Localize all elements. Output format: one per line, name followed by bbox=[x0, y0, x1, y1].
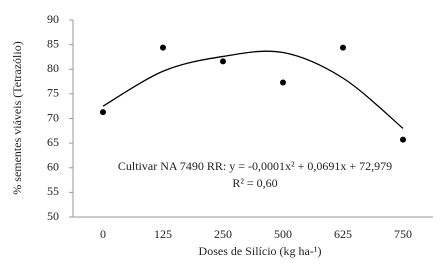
x-tick-label: 250 bbox=[214, 227, 232, 241]
y-tick-label: 80 bbox=[47, 61, 59, 75]
point bbox=[160, 44, 166, 51]
y-tick-label: 55 bbox=[47, 184, 59, 198]
y-tick-label: 75 bbox=[47, 86, 59, 100]
y-tick-label: 85 bbox=[47, 36, 59, 50]
annotation: Cultivar NA 7490 RR: y = -0,0001x² + 0,0… bbox=[118, 159, 392, 173]
annotation: R² = 0,60 bbox=[232, 176, 277, 190]
x-tick-label: 0 bbox=[100, 227, 106, 241]
point bbox=[280, 79, 286, 86]
point bbox=[400, 136, 406, 143]
x-tick-label: 125 bbox=[154, 227, 172, 241]
point bbox=[100, 109, 106, 116]
x-tick-label: 750 bbox=[394, 227, 412, 241]
x-tick-label: 625 bbox=[334, 227, 352, 241]
trend-line bbox=[102, 50, 404, 129]
y-axis-label: % sementes viáveis (Tetrazólio) bbox=[10, 41, 24, 194]
y-tick-label: 50 bbox=[47, 209, 59, 223]
point bbox=[340, 44, 346, 51]
y-tick-label: 90 bbox=[47, 12, 59, 26]
y-tick-label: 65 bbox=[47, 135, 59, 149]
y-tick-label: 60 bbox=[47, 160, 59, 174]
x-axis-label: Doses de Silício (kg ha-¹) bbox=[199, 244, 322, 258]
y-tick-label: 70 bbox=[47, 110, 59, 124]
x-tick-label: 500 bbox=[274, 227, 292, 241]
point bbox=[220, 58, 226, 65]
